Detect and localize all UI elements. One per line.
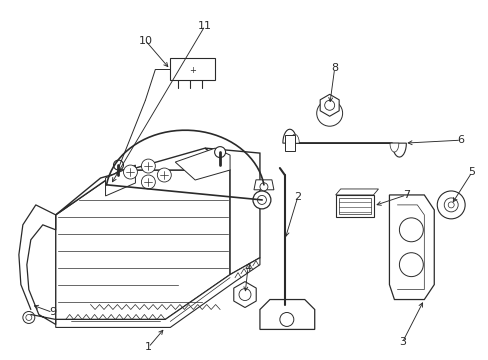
Polygon shape	[320, 94, 339, 116]
Polygon shape	[56, 258, 260, 328]
Circle shape	[141, 159, 155, 173]
Text: 2: 2	[294, 192, 301, 202]
Text: 5: 5	[468, 167, 475, 177]
Polygon shape	[56, 148, 229, 215]
Bar	[338, 198, 370, 214]
Text: +: +	[189, 66, 196, 75]
Polygon shape	[260, 300, 314, 329]
Circle shape	[113, 160, 123, 170]
Polygon shape	[282, 129, 406, 157]
Polygon shape	[205, 148, 260, 275]
Circle shape	[443, 198, 457, 212]
Circle shape	[157, 168, 171, 182]
Text: 7: 7	[402, 190, 409, 200]
Text: 10: 10	[138, 36, 152, 46]
Circle shape	[436, 191, 464, 219]
Polygon shape	[56, 170, 229, 319]
Polygon shape	[335, 189, 378, 195]
Text: 11: 11	[198, 21, 212, 31]
Circle shape	[141, 175, 155, 189]
Polygon shape	[175, 148, 229, 180]
Bar	[170, 58, 215, 80]
Polygon shape	[233, 282, 256, 307]
Text: 8: 8	[330, 63, 338, 73]
Polygon shape	[285, 135, 294, 151]
Circle shape	[239, 289, 250, 301]
Text: 9: 9	[49, 307, 56, 318]
Text: 3: 3	[398, 337, 405, 347]
Circle shape	[399, 253, 423, 276]
Polygon shape	[105, 165, 135, 196]
Circle shape	[23, 311, 35, 323]
Circle shape	[214, 147, 225, 158]
Circle shape	[316, 100, 342, 126]
Bar	[335, 195, 373, 217]
Circle shape	[324, 100, 334, 110]
Circle shape	[279, 312, 293, 327]
Polygon shape	[253, 180, 273, 190]
Polygon shape	[290, 134, 398, 152]
Circle shape	[447, 202, 453, 208]
Circle shape	[252, 191, 270, 209]
Circle shape	[257, 195, 266, 204]
Circle shape	[260, 183, 267, 191]
Text: 1: 1	[144, 342, 152, 352]
Circle shape	[123, 165, 137, 179]
Circle shape	[26, 315, 32, 320]
Text: 6: 6	[457, 135, 464, 145]
Circle shape	[399, 218, 423, 242]
Text: 4: 4	[244, 263, 251, 273]
Polygon shape	[388, 195, 433, 300]
